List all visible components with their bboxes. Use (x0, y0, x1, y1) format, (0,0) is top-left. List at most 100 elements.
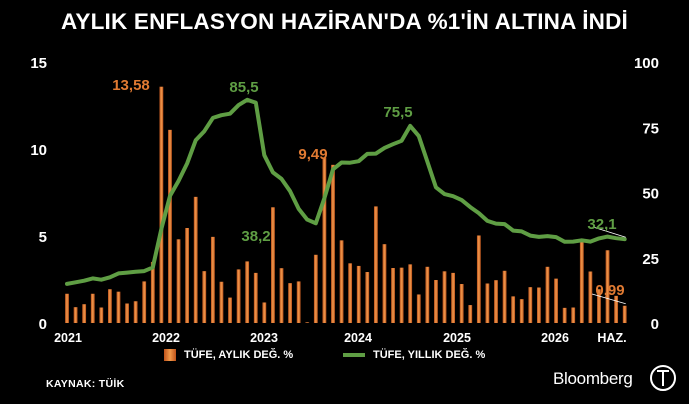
y-tick-right: 50 (642, 186, 659, 203)
bar-monthly (451, 272, 455, 323)
chart-title: AYLIK ENFLASYON HAZİRAN'DA %1'İN ALTINA … (60, 9, 628, 34)
bar-monthly (65, 293, 69, 323)
legend-swatch-annual (343, 353, 365, 357)
bar-monthly (373, 206, 378, 323)
bar-monthly (416, 294, 421, 323)
bar-monthly (150, 261, 155, 323)
bar-monthly (511, 296, 516, 323)
bar-monthly (313, 254, 318, 323)
y-tick-left: 5 (39, 229, 47, 246)
bar-monthly (579, 238, 584, 323)
bar-monthly (99, 307, 104, 323)
y-tick-right: 100 (634, 55, 659, 72)
bar-monthly (185, 227, 190, 323)
legend-item-annual: TÜFE, YILLIK DEĞ. % (343, 349, 485, 361)
x-tick-label: 2021 (54, 331, 82, 345)
y-tick-left: 15 (30, 55, 47, 72)
bar-monthly (588, 271, 593, 323)
data-label: 0,99 (595, 282, 624, 299)
bar-monthly (459, 284, 464, 323)
bar-monthly (133, 301, 138, 323)
bar-monthly (271, 207, 275, 323)
bar-monthly (614, 295, 619, 323)
bar-monthly (116, 291, 121, 323)
bar-monthly (159, 86, 164, 323)
data-label: 13,58 (112, 77, 150, 94)
data-label: 38,2 (241, 228, 270, 245)
bar-monthly (193, 196, 198, 323)
bar-monthly (468, 305, 473, 323)
bar-monthly (236, 269, 241, 323)
bar-monthly (356, 265, 361, 323)
annotation-leader-annual (592, 226, 626, 238)
brand-logo: Bloomberg (553, 369, 633, 388)
bar-monthly (597, 289, 601, 323)
data-label: 75,5 (383, 104, 412, 121)
bar-monthly (365, 272, 370, 323)
bar-monthly (485, 283, 490, 323)
bar-monthly (528, 287, 533, 323)
x-tick-label: 2022 (152, 331, 180, 345)
bar-monthly (331, 164, 335, 323)
bar-monthly (382, 244, 387, 323)
bar-monthly (519, 299, 524, 323)
bar-monthly (73, 307, 78, 323)
y-tick-right: 75 (642, 120, 659, 137)
bar-monthly (442, 271, 447, 323)
bar-monthly (142, 281, 147, 323)
x-tick-label: 2026 (541, 331, 569, 345)
data-label: 9,49 (298, 146, 327, 163)
x-tick-label: 2024 (344, 331, 372, 345)
y-tick-left: 10 (30, 142, 47, 159)
bar-monthly (399, 267, 404, 323)
bar-monthly (296, 281, 301, 323)
bar-monthly (219, 281, 224, 323)
legend-swatch-monthly (164, 349, 176, 361)
bar-monthly (434, 280, 438, 323)
x-tick-label: 2025 (443, 331, 471, 345)
legend-label-monthly: TÜFE, AYLIK DEĞ. % (184, 349, 294, 361)
y-tick-right: 25 (642, 251, 659, 268)
bar-monthly (571, 307, 576, 323)
y-tick-right: 0 (651, 316, 659, 333)
bar-monthly (90, 293, 95, 323)
bar-monthly (562, 307, 567, 323)
bar-monthly (537, 287, 541, 323)
annotation-leader-monthly (591, 293, 626, 305)
bar-monthly (545, 266, 550, 323)
data-label: 85,5 (229, 79, 258, 96)
bar-monthly (245, 261, 250, 323)
bar-monthly (322, 157, 327, 323)
legend-item-monthly: TÜFE, AYLIK DEĞ. % (164, 349, 293, 361)
bar-monthly (494, 280, 498, 323)
x-tick-label: HAZ. (597, 331, 626, 345)
bar-monthly (125, 303, 129, 323)
bar-monthly (408, 264, 413, 323)
data-label: 32,1 (587, 216, 616, 233)
bar-monthly (622, 305, 627, 323)
bar-monthly (202, 271, 207, 323)
bar-monthly (108, 289, 112, 323)
bar-monthly (502, 270, 507, 323)
bar-monthly (253, 272, 258, 323)
bar-monthly (605, 250, 610, 323)
bar-monthly (210, 236, 215, 323)
bar-monthly (176, 239, 181, 323)
bar-monthly (554, 278, 558, 323)
bar-monthly (305, 322, 310, 323)
bar-monthly (348, 263, 353, 323)
bar-monthly (168, 129, 172, 323)
brand-mark-icon (650, 365, 676, 391)
x-tick-label: 2023 (250, 331, 278, 345)
y-tick-left: 0 (39, 316, 47, 333)
bar-monthly (476, 235, 481, 323)
line-annual (65, 97, 627, 286)
bar-monthly (82, 304, 87, 323)
source-note: KAYNAK: TÜİK (46, 378, 125, 390)
bar-monthly (339, 240, 344, 323)
bar-monthly (262, 302, 267, 323)
bar-monthly (425, 266, 430, 323)
bar-monthly (288, 283, 292, 323)
